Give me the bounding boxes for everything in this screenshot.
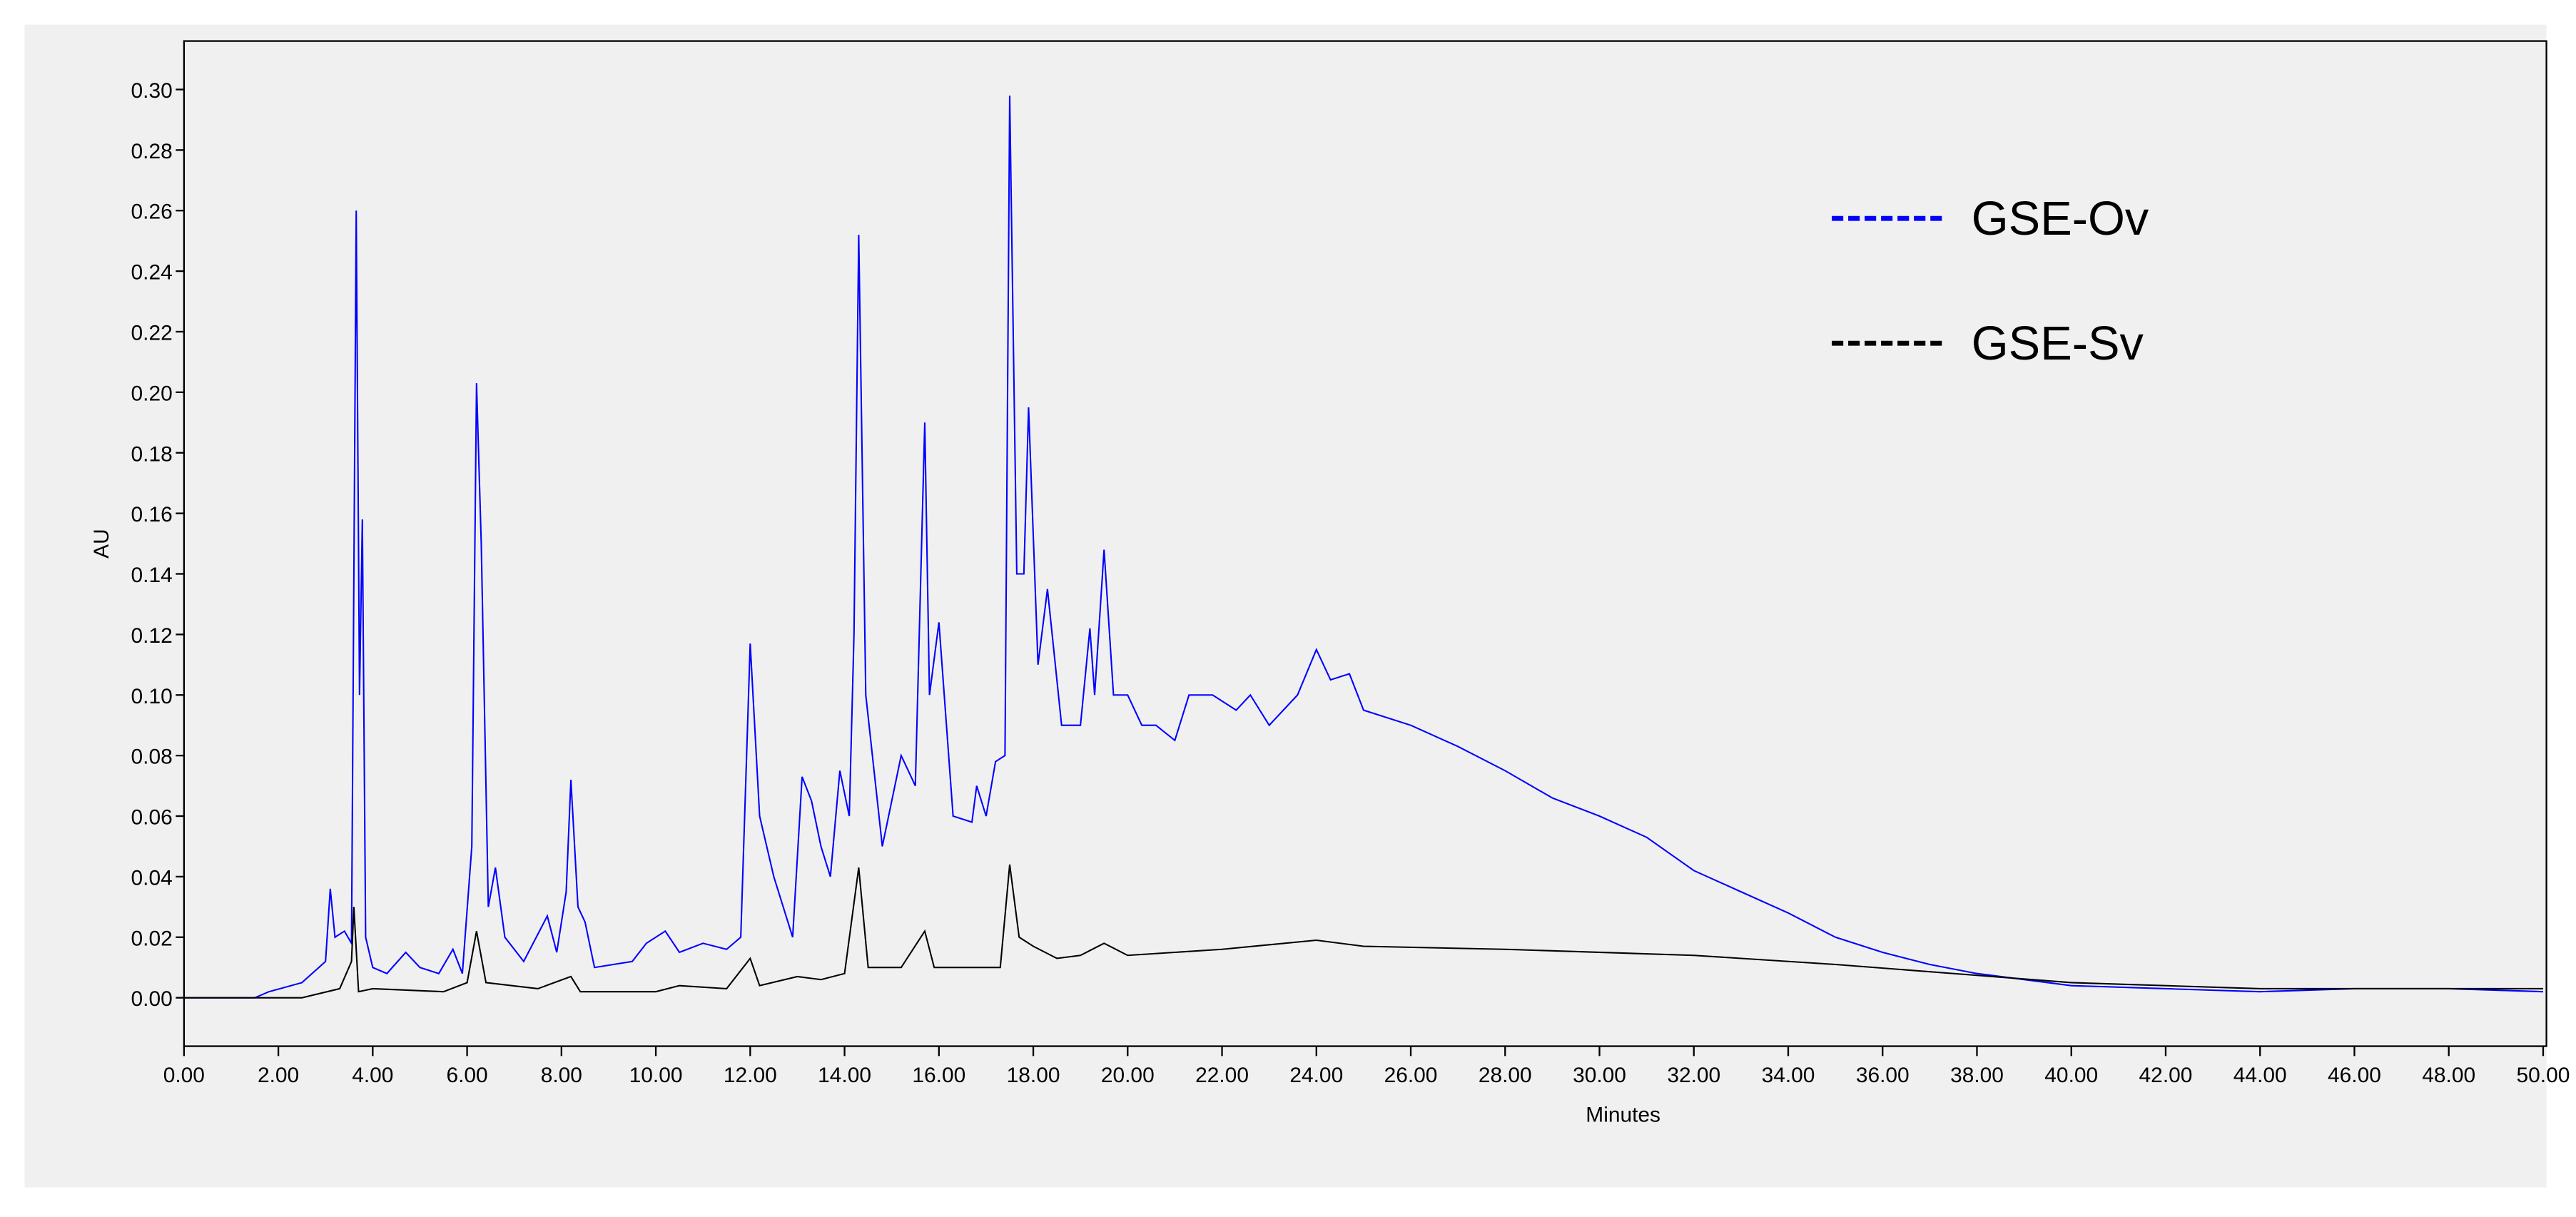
x-tick-label: 8.00 — [541, 1064, 582, 1087]
y-tick-label: 0.14 — [131, 564, 173, 587]
y-tick-label: 0.18 — [131, 442, 173, 466]
x-tick-label: 34.00 — [1762, 1064, 1815, 1087]
x-axis-label: Minutes — [1586, 1103, 1660, 1126]
x-tick-label: 48.00 — [2422, 1064, 2475, 1087]
y-axis-label: AU — [90, 529, 113, 559]
x-tick-label: 30.00 — [1573, 1064, 1626, 1087]
x-tick-label: 50.00 — [2517, 1064, 2570, 1087]
x-tick-label: 26.00 — [1384, 1064, 1438, 1087]
line-series — [183, 95, 2543, 999]
x-tick-label: 46.00 — [2328, 1064, 2381, 1087]
x-tick-label: 42.00 — [2139, 1064, 2193, 1087]
x-tick-label: 16.00 — [912, 1064, 965, 1087]
x-tick-label: 14.00 — [818, 1064, 871, 1087]
x-tick-label: 32.00 — [1667, 1064, 1720, 1087]
plot-frame — [183, 40, 2547, 1047]
x-tick-label: 4.00 — [352, 1064, 393, 1087]
x-tick-label: 44.00 — [2233, 1064, 2287, 1087]
y-tick-label: 0.00 — [131, 987, 173, 1011]
legend-label: GSE-Ov — [1972, 193, 2149, 245]
y-tick-label: 0.24 — [131, 261, 173, 285]
y-tick-label: 0.12 — [131, 624, 173, 648]
line-series — [183, 864, 2543, 999]
y-tick-label: 0.06 — [131, 806, 173, 830]
y-tick-label: 0.10 — [131, 685, 173, 708]
x-tick-label: 22.00 — [1195, 1064, 1249, 1087]
x-tick-label: 36.00 — [1856, 1064, 1910, 1087]
x-tick-label: 40.00 — [2044, 1064, 2098, 1087]
y-tick-label: 0.28 — [131, 140, 173, 163]
x-tick-label: 24.00 — [1289, 1064, 1343, 1087]
x-tick-label: 0.00 — [163, 1064, 205, 1087]
x-tick-label: 10.00 — [629, 1064, 683, 1087]
x-tick-label: 2.00 — [258, 1064, 299, 1087]
y-tick-label: 0.26 — [131, 200, 173, 224]
y-tick-label: 0.04 — [131, 866, 173, 890]
y-tick-label: 0.20 — [131, 382, 173, 405]
x-tick-label: 28.00 — [1479, 1064, 1532, 1087]
x-tick-label: 18.00 — [1007, 1064, 1060, 1087]
y-tick-label: 0.08 — [131, 745, 173, 769]
legend-label: GSE-Sv — [1972, 317, 2144, 370]
x-tick-label: 6.00 — [446, 1064, 487, 1087]
x-tick-label: 20.00 — [1101, 1064, 1155, 1087]
x-tick-label: 38.00 — [1950, 1064, 2004, 1087]
x-tick-label: 12.00 — [724, 1064, 777, 1087]
y-tick-label: 0.16 — [131, 503, 173, 526]
y-tick-label: 0.02 — [131, 927, 173, 950]
y-tick-label: 0.30 — [131, 79, 173, 103]
chart-background — [24, 24, 2547, 1188]
y-tick-label: 0.22 — [131, 321, 173, 345]
